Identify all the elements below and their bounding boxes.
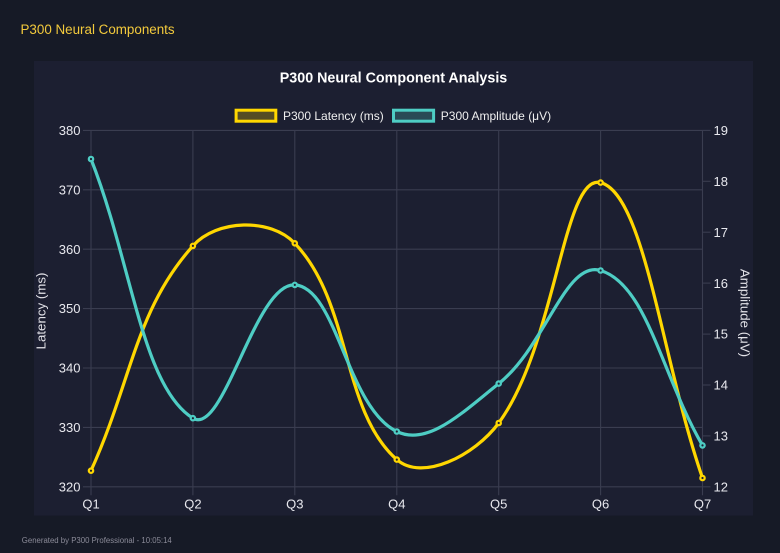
svg-text:17: 17 (714, 225, 728, 240)
svg-text:360: 360 (59, 242, 81, 257)
svg-text:13: 13 (714, 429, 728, 444)
svg-text:380: 380 (59, 123, 81, 138)
svg-text:P300 Amplitude (μV): P300 Amplitude (μV) (441, 109, 551, 123)
svg-text:370: 370 (59, 182, 81, 197)
svg-text:Latency (ms): Latency (ms) (34, 273, 49, 350)
svg-text:Amplitude (μV): Amplitude (μV) (738, 269, 753, 357)
svg-text:14: 14 (714, 378, 728, 393)
svg-text:Q4: Q4 (388, 497, 405, 512)
svg-text:Q7: Q7 (694, 497, 711, 512)
svg-text:Generated by P300 Professional: Generated by P300 Professional - 10:05:1… (22, 536, 173, 545)
svg-text:Q2: Q2 (184, 497, 201, 512)
svg-text:12: 12 (714, 479, 728, 494)
svg-text:340: 340 (59, 361, 81, 376)
svg-text:320: 320 (59, 479, 81, 494)
svg-text:350: 350 (59, 301, 81, 316)
svg-text:Q6: Q6 (592, 497, 609, 512)
svg-text:16: 16 (714, 276, 728, 291)
svg-text:330: 330 (59, 420, 81, 435)
svg-text:P300 Neural Component Analysis: P300 Neural Component Analysis (280, 71, 508, 87)
svg-text:Q3: Q3 (286, 497, 303, 512)
svg-text:18: 18 (714, 174, 728, 189)
svg-text:Q1: Q1 (82, 497, 99, 512)
svg-text:19: 19 (714, 123, 728, 138)
svg-text:Q5: Q5 (490, 497, 507, 512)
svg-text:P300 Neural Components: P300 Neural Components (21, 22, 175, 37)
svg-text:15: 15 (714, 327, 728, 342)
svg-text:P300 Latency (ms): P300 Latency (ms) (283, 109, 384, 123)
